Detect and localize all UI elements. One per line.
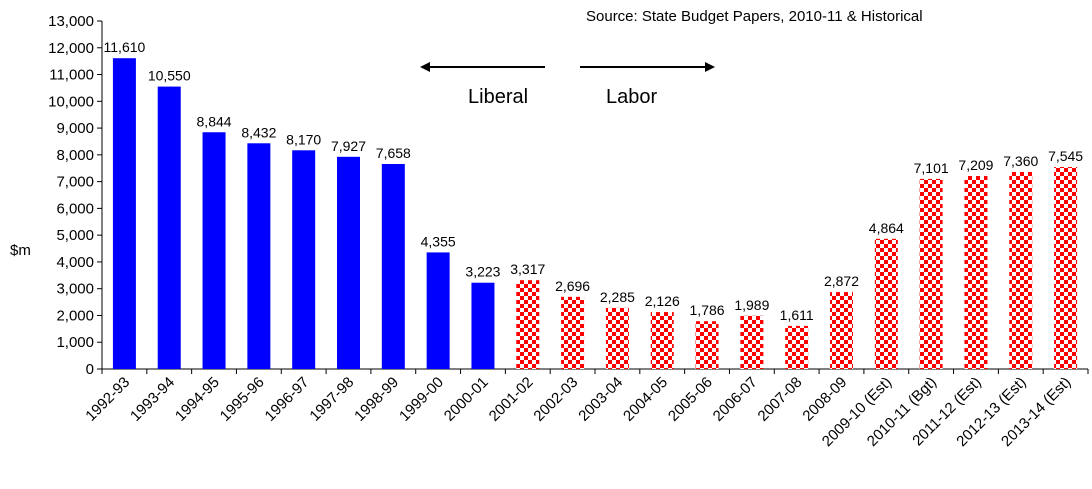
bar-2001-02	[516, 280, 540, 369]
x-tick-label: 2000-01	[441, 374, 492, 425]
data-label: 1,989	[734, 297, 769, 313]
x-tick-label: 1997-98	[306, 374, 357, 425]
bar-2000-01	[471, 282, 495, 369]
liberal-label: Liberal	[468, 86, 529, 108]
data-label: 7,360	[1003, 153, 1038, 169]
data-label: 8,170	[286, 131, 321, 147]
x-tick-label: 1996-97	[262, 374, 313, 425]
bar-1994-95	[202, 132, 226, 369]
bar-2013-14 (Est)	[1054, 167, 1078, 369]
x-tick-label: 1999-00	[396, 374, 447, 425]
data-label: 1,786	[690, 302, 725, 318]
x-tick-label: 2004-05	[620, 374, 671, 425]
data-label: 2,696	[555, 278, 590, 294]
left-arrowhead	[420, 62, 430, 72]
x-tick-label: 2007-08	[755, 374, 806, 425]
data-label: 2,126	[645, 293, 680, 309]
data-label: 8,432	[241, 124, 276, 140]
axes: 0 1,000 2,000 3,000 4,000 5,000 6,000 7,000 8,00…	[48, 13, 1089, 378]
data-label: 1,611	[780, 307, 814, 323]
x-tick-label: 2006-07	[710, 374, 761, 425]
source-note: Source: State Budget Papers, 2010-11 & H…	[586, 8, 923, 25]
data-label: 7,209	[958, 157, 993, 173]
x-tick-label: 2001-02	[486, 374, 537, 425]
data-label: 4,355	[421, 233, 456, 249]
bar-1998-99	[381, 164, 405, 369]
bar-1992-93	[112, 58, 136, 370]
data-label: 8,844	[197, 113, 232, 129]
bar-2003-04	[605, 307, 629, 369]
data-label: 3,223	[465, 264, 500, 280]
y-tick-label: 11,000	[49, 67, 94, 84]
government-arrows	[420, 62, 715, 72]
y-tick-label: 12,000	[48, 40, 94, 57]
data-label: 11,610	[104, 39, 146, 55]
bar-2009-10 (Est)	[874, 238, 898, 369]
y-tick-label: 7,000	[56, 174, 94, 191]
y-tick-label: 8,000	[56, 147, 94, 164]
y-tick-label: 2,000	[56, 307, 94, 324]
bar-1999-00	[426, 252, 450, 369]
bar-2007-08	[785, 325, 809, 369]
bar-2006-07	[740, 315, 764, 369]
x-tick-label: 2002-03	[530, 374, 581, 425]
y-tick-label: 13,000	[48, 13, 94, 30]
y-tick-label: 5,000	[56, 227, 94, 244]
x-tick-label: 2003-04	[575, 374, 626, 425]
y-tick-label: 0	[86, 361, 94, 378]
y-axis-label: $m	[10, 242, 31, 259]
bar-2010-11 (Bgt)	[919, 178, 943, 369]
data-label: 7,101	[914, 160, 949, 176]
data-label: 10,550	[148, 68, 191, 84]
data-label: 3,317	[510, 261, 545, 277]
y-tick-label: 1,000	[56, 334, 94, 351]
data-label: 7,927	[331, 138, 366, 154]
x-tick-label: 1992-93	[82, 374, 133, 425]
bar-2008-09	[830, 292, 853, 369]
bar-2005-06	[695, 321, 719, 369]
x-tick-label: 1993-94	[127, 374, 178, 425]
bar-2012-13 (Est)	[1009, 171, 1033, 369]
y-tick-label: 3,000	[56, 281, 94, 298]
bar-1997-98	[337, 156, 360, 369]
data-label: 2,872	[824, 273, 859, 289]
bar-2002-03	[561, 296, 585, 369]
bar-1993-94	[157, 86, 181, 369]
x-tick-labels: 1992-931993-941994-951995-961996-971997-…	[82, 374, 1074, 450]
bar-2011-12 (Est)	[964, 176, 988, 369]
y-tick-label: 10,000	[48, 93, 94, 110]
bar-1995-96	[247, 143, 271, 369]
bars	[112, 58, 1078, 370]
data-label: 4,864	[869, 220, 904, 236]
y-tick-label: 4,000	[56, 254, 94, 271]
data-label: 7,545	[1048, 148, 1083, 164]
data-label: 7,658	[376, 145, 411, 161]
bar-1996-97	[292, 150, 316, 369]
bar-2004-05	[650, 312, 674, 369]
y-tick-label: 6,000	[56, 200, 94, 217]
x-tick-label: 1995-96	[217, 374, 268, 425]
data-label: 2,285	[600, 289, 635, 305]
x-tick-label: 1998-99	[351, 374, 402, 425]
x-tick-label: 1994-95	[172, 374, 223, 425]
labor-label: Labor	[606, 86, 658, 108]
x-tick-label: 2005-06	[665, 374, 716, 425]
y-tick-label: 9,000	[56, 120, 94, 137]
right-arrowhead	[705, 62, 715, 72]
